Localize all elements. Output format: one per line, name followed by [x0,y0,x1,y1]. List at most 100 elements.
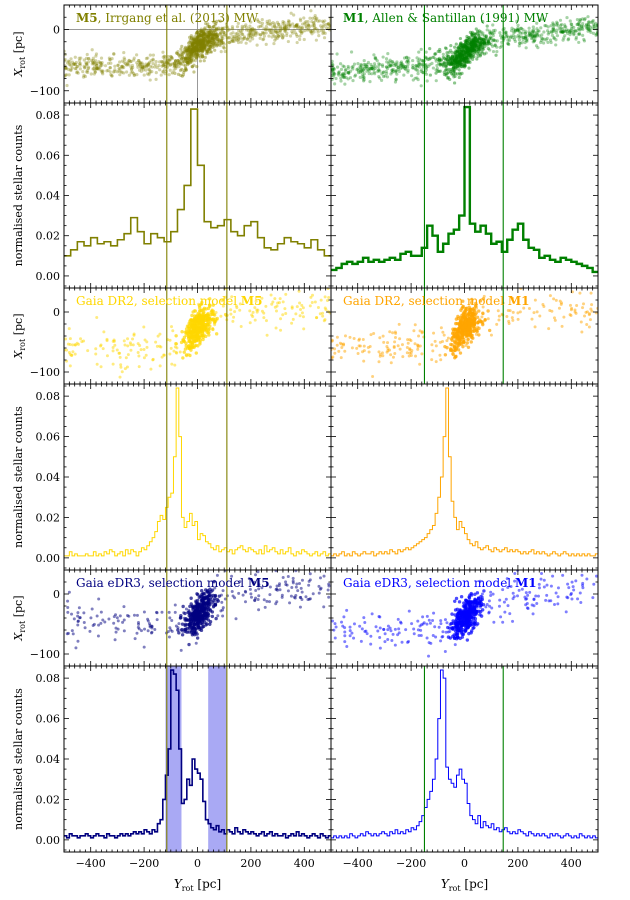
scatter-point [187,49,192,53]
scatter-point [260,24,264,28]
scatter-point [198,34,202,38]
scatter-point [561,30,565,34]
scatter-point [174,59,178,63]
scatter-point [195,43,199,47]
scatter-point [213,48,217,52]
scatter-point [97,597,101,601]
scatter-point [469,35,473,39]
scatter-point [188,51,192,55]
scatter-point [78,62,82,66]
scatter-point [205,49,209,53]
scatter-point [469,307,473,312]
scatter-point [453,58,457,62]
scatter-point [307,23,311,27]
scatter-point [366,346,370,350]
scatter-point [190,60,194,64]
scatter-point [93,68,97,72]
scatter-point [403,67,407,71]
scatter-point [191,46,195,51]
scatter-point [248,39,252,43]
scatter-point [94,52,99,56]
scatter-point [122,71,126,75]
scatter-point [199,46,203,50]
scatter-point [144,64,148,68]
scatter-point [146,629,150,633]
scatter-point [464,44,468,49]
scatter-point [206,40,211,44]
scatter-point [384,69,388,73]
scatter-point [190,48,195,52]
scatter-point [560,29,564,33]
scatter-point [298,581,302,585]
scatter-point [438,47,442,52]
scatter-point [101,72,105,76]
scatter-point [430,61,434,65]
scatter-point [142,356,146,360]
scatter-point [436,49,440,53]
scatter-point [580,330,584,334]
scatter-point [512,27,516,32]
scatter-point [260,21,265,25]
scatter-point [174,63,178,68]
scatter-point [202,45,206,49]
scatter-point [318,587,322,591]
scatter-point [505,314,509,318]
scatter-point [98,67,102,71]
scatter-point [182,49,186,54]
scatter-point [267,28,271,33]
scatter-point [529,36,534,41]
scatter-point [417,62,421,66]
scatter-point [552,36,556,40]
panel-title: M1, Allen & Santillan (1991) MW [343,11,549,25]
scatter-point [504,32,508,36]
scatter-point [279,317,283,321]
scatter-point [206,40,210,44]
scatter-point [202,32,206,36]
scatter-point [148,60,152,64]
scatter-point [199,35,203,39]
scatter-point [264,25,268,29]
scatter-point [401,63,405,67]
scatter-point [466,52,471,56]
scatter-point [190,64,194,69]
scatter-point [283,25,287,29]
scatter-point [110,74,114,78]
scatter-point [141,68,146,72]
scatter-point [265,21,269,25]
scatter-point [572,25,576,30]
scatter-point [157,64,161,68]
scatter-point [162,62,166,67]
scatter-point [572,33,576,37]
scatter-point [100,70,104,75]
scatter-point [138,63,142,67]
scatter-point [516,33,520,37]
scatter-point [269,30,273,35]
scatter-point [477,40,481,44]
scatter-point [139,69,143,73]
scatter-point [592,24,597,28]
scatter-point [200,39,205,43]
scatter-point [194,351,198,355]
scatter-point [199,29,203,33]
scatter-point [575,17,580,22]
scatter-point [203,43,207,47]
scatter-point [530,31,534,35]
scatter-point [76,614,80,618]
scatter-point [481,47,485,51]
scatter-point [568,30,572,34]
scatter-point [413,323,417,327]
scatter-point [334,76,338,81]
scatter-point [186,61,190,65]
scatter-point [191,38,195,42]
scatter-point [491,49,496,54]
scatter-point [495,39,499,43]
scatter-point [67,327,71,331]
scatter-point [457,61,461,66]
scatter-point [238,29,243,34]
scatter-point [173,610,177,614]
scatter-point [195,336,200,341]
scatter-point [570,31,574,35]
scatter-point [387,62,391,66]
scatter-point [171,329,175,333]
scatter-point [549,24,553,28]
